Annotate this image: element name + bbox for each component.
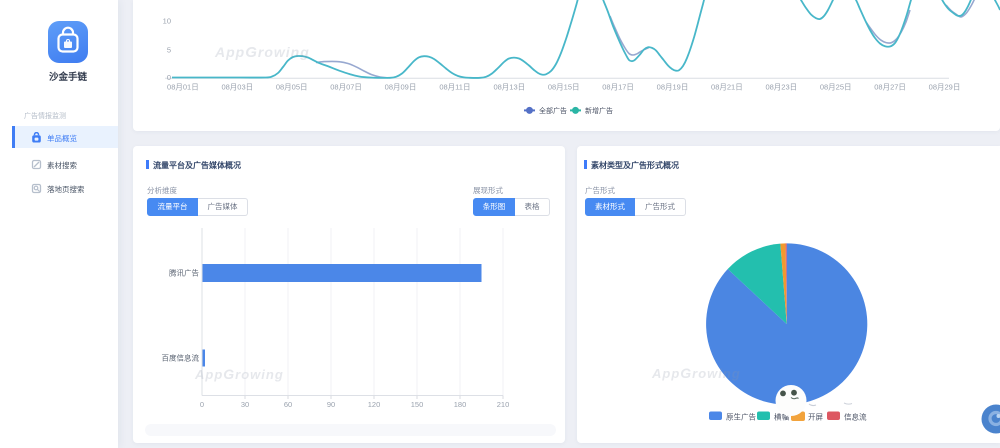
svg-text:08月21日: 08月21日 — [711, 83, 743, 92]
svg-text:08月07日: 08月07日 — [330, 83, 362, 92]
svg-text:08月01日: 08月01日 — [167, 83, 199, 92]
svg-text:全部广告: 全部广告 — [539, 106, 567, 115]
svg-text:08月11日: 08月11日 — [439, 83, 470, 92]
svg-text:08月19日: 08月19日 — [657, 83, 689, 92]
svg-text:百度信息流: 百度信息流 — [162, 353, 200, 363]
svg-text:08月03日: 08月03日 — [221, 83, 253, 92]
svg-text:120: 120 — [368, 400, 381, 409]
svg-text:0: 0 — [200, 400, 204, 409]
svg-text:08月05日: 08月05日 — [276, 83, 308, 92]
svg-text:信息流: 信息流 — [844, 412, 867, 422]
svg-text:横幅: 横幅 — [774, 412, 789, 422]
svg-text:原生广告: 原生广告 — [726, 412, 756, 422]
svg-text:08月29日: 08月29日 — [929, 83, 961, 92]
svg-text:08月23日: 08月23日 — [765, 83, 797, 92]
svg-text:08月15日: 08月15日 — [548, 83, 580, 92]
svg-text:新增广告: 新增广告 — [585, 106, 613, 115]
svg-text:210: 210 — [497, 400, 510, 409]
svg-text:08月09日: 08月09日 — [385, 83, 417, 92]
svg-text:0: 0 — [167, 73, 171, 82]
svg-text:90: 90 — [327, 400, 335, 409]
svg-text:08月17日: 08月17日 — [602, 83, 634, 92]
svg-text:开屏: 开屏 — [808, 413, 823, 422]
svg-text:08月25日: 08月25日 — [820, 83, 852, 92]
svg-text:5: 5 — [167, 46, 171, 55]
svg-text:150: 150 — [411, 400, 424, 409]
svg-text:30: 30 — [241, 400, 249, 409]
svg-text:60: 60 — [284, 400, 292, 409]
svg-text:腾讯广告: 腾讯广告 — [169, 268, 199, 278]
svg-text:180: 180 — [454, 400, 467, 409]
svg-text:10: 10 — [163, 17, 171, 26]
svg-text:08月27日: 08月27日 — [874, 83, 906, 92]
svg-text:08月13日: 08月13日 — [493, 83, 525, 92]
